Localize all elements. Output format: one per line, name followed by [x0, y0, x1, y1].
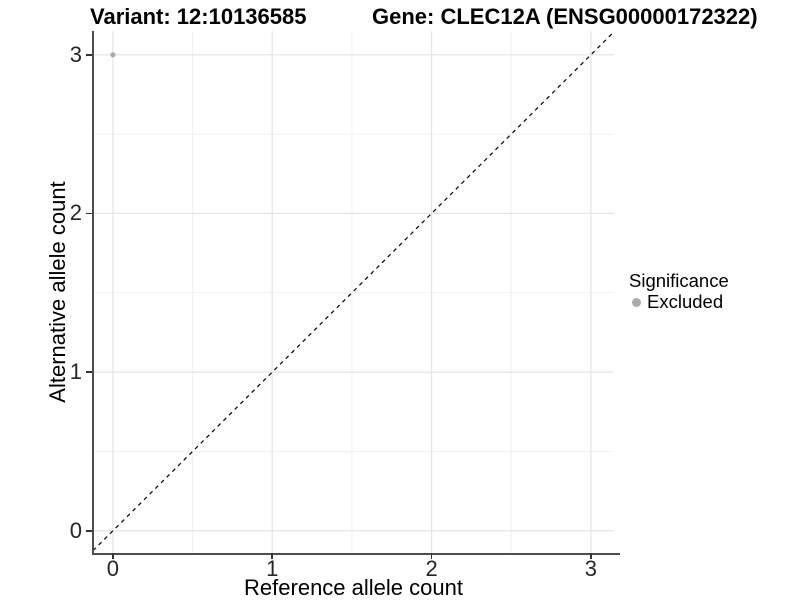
legend: Significance Excluded	[629, 270, 729, 312]
plot-title-variant: Variant: 12:10136585	[90, 4, 307, 29]
y-tick-mark	[86, 530, 92, 532]
x-tick-mark	[590, 553, 592, 559]
y-tick-label: 3	[69, 41, 82, 67]
x-axis-line	[91, 553, 620, 555]
y-axis-title: Alternative allele count	[45, 181, 70, 403]
legend-item-label: Excluded	[647, 291, 724, 312]
data-point	[110, 52, 116, 58]
plot-panel	[93, 31, 614, 553]
legend-title: Significance	[629, 270, 729, 291]
x-tick-mark	[271, 553, 273, 559]
y-tick-mark	[86, 371, 92, 373]
x-tick-label: 3	[584, 556, 598, 581]
plot-area-svg	[93, 31, 614, 553]
legend-key-dot-icon	[632, 297, 641, 307]
x-tick-mark	[112, 553, 114, 559]
x-axis-title: Reference allele count	[244, 575, 463, 600]
y-axis-line	[91, 31, 94, 555]
x-tick-label: 2	[425, 556, 438, 581]
y-tick-mark	[86, 54, 92, 56]
y-tick-label: 1	[69, 359, 82, 385]
legend-items: Excluded	[629, 292, 729, 312]
plot-title-gene: Gene: CLEC12A (ENSG00000172322)	[372, 4, 758, 29]
x-tick-label: 1	[266, 556, 279, 581]
y-tick-label: 2	[69, 200, 82, 226]
y-tick-label: 0	[69, 517, 82, 543]
legend-item: Excluded	[629, 292, 729, 312]
x-tick-label: 0	[106, 556, 120, 581]
identity-dashed-line	[93, 31, 614, 552]
x-tick-mark	[430, 553, 433, 559]
y-tick-mark	[86, 212, 92, 215]
